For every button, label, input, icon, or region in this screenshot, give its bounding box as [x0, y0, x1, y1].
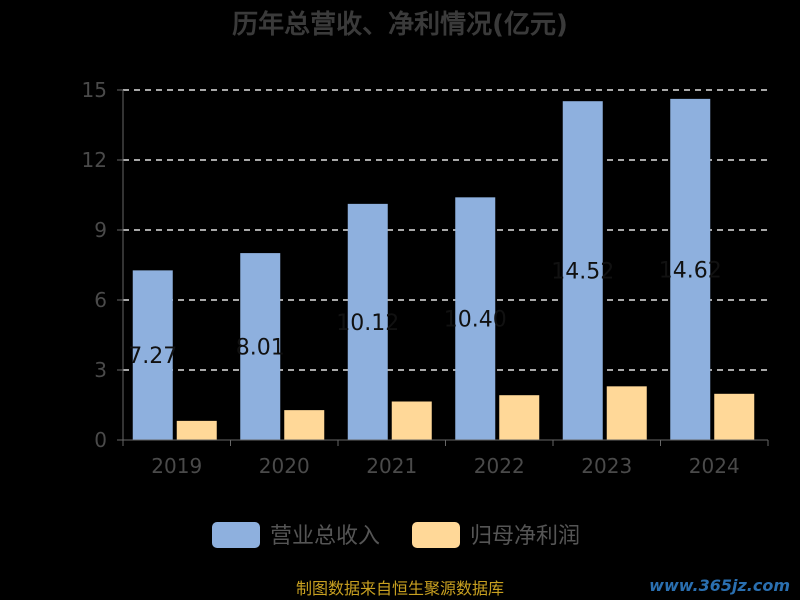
grid-lines: [123, 89, 768, 371]
net-profit-bar: [714, 393, 755, 440]
revenue-bar: [455, 197, 496, 440]
x-tick-label: 2019: [151, 454, 202, 478]
x-tick-label: 2024: [689, 454, 740, 478]
y-tick-label: 9: [94, 218, 107, 242]
watermark-text: www.365jz.com: [649, 576, 790, 595]
y-tick-label: 3: [94, 358, 107, 382]
x-tick-label: 2022: [474, 454, 525, 478]
revenue-data-label: 14.62: [659, 258, 722, 283]
x-tick-label: 2020: [259, 454, 310, 478]
revenue-data-label: 8.01: [236, 336, 285, 361]
y-tick-label: 6: [94, 288, 107, 312]
x-tick-label: 2023: [581, 454, 632, 478]
net-profit-bar: [606, 386, 647, 440]
legend-label-revenue: 营业总收入: [270, 524, 380, 549]
legend-swatch-revenue: [212, 522, 260, 548]
revenue-data-label: 10.12: [336, 311, 399, 336]
x-tick-label: 2021: [366, 454, 417, 478]
revenue-bar: [347, 203, 388, 440]
legend-swatch-net-profit: [412, 522, 460, 548]
revenue-bar: [562, 101, 603, 440]
y-tick-label: 15: [82, 78, 107, 102]
revenue-data-label: 14.52: [551, 260, 614, 285]
revenue-data-label: 7.27: [128, 344, 177, 369]
net-profit-bar: [284, 410, 325, 440]
y-tick-label: 0: [94, 428, 107, 452]
data-labels-group: 7.27 8.01 10.12 10.40 14.52 14.62: [128, 258, 721, 369]
chart-title: 历年总营收、净利情况(亿元): [232, 9, 568, 40]
legend: 营业总收入 归母净利润: [212, 522, 580, 549]
bars-group: [132, 98, 755, 440]
axes-group: 0 3 6 9 12 15 2019 2020 2021 2022 2023 2024: [82, 78, 769, 478]
revenue-bar: [670, 98, 711, 440]
y-tick-label: 12: [82, 148, 107, 172]
legend-label-net-profit: 归母净利润: [470, 524, 580, 549]
net-profit-bar: [176, 420, 217, 440]
revenue-bar: [240, 253, 281, 440]
source-note: 制图数据来自恒生聚源数据库: [296, 579, 504, 598]
net-profit-bar: [391, 401, 432, 440]
revenue-bar: [132, 270, 173, 440]
revenue-data-label: 10.40: [444, 308, 507, 333]
net-profit-bar: [499, 395, 540, 440]
